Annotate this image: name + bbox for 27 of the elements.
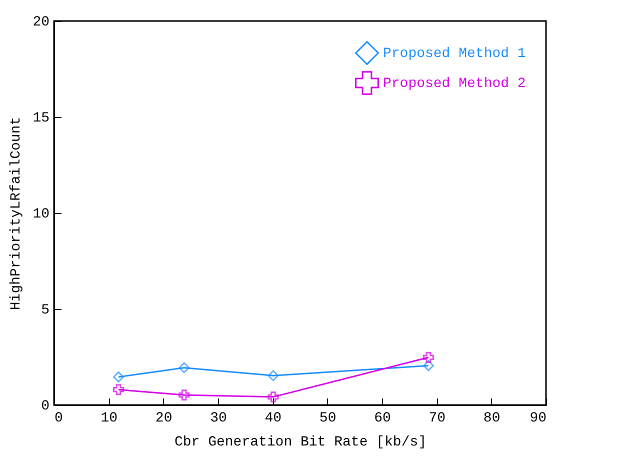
- x-axis-title: Cbr Generation Bit Rate [kb/s]: [174, 434, 427, 450]
- y-tick-label: 5: [41, 302, 50, 318]
- x-tick-label: 0: [54, 410, 63, 426]
- legend-label: Proposed Method 2: [383, 76, 526, 92]
- point: [268, 391, 279, 402]
- x-tick-label: 90: [530, 410, 546, 426]
- y-tick-label: 0: [41, 398, 50, 414]
- point: [422, 360, 434, 372]
- y-tick-label: 20: [32, 14, 50, 30]
- point: [178, 362, 190, 374]
- x-tick-label: 40: [264, 410, 282, 426]
- point: [178, 390, 190, 401]
- point: [113, 384, 124, 396]
- x-tick-label: 80: [483, 410, 500, 426]
- y-tick-label: 10: [32, 206, 50, 222]
- x-tick-label: 60: [374, 410, 391, 426]
- x-tick-label: 10: [100, 410, 118, 426]
- y-axis-title: HighPriorityLRfailCount: [8, 116, 25, 310]
- point: [113, 371, 124, 382]
- x-tick-label: 70: [428, 410, 446, 426]
- point: [268, 370, 279, 382]
- x-tick-label: 30: [210, 410, 227, 426]
- legend-label: Proposed Method 1: [383, 46, 526, 62]
- x-tick-label: 50: [319, 410, 336, 426]
- y-tick-label: 15: [32, 110, 50, 126]
- x-tick-label: 20: [155, 410, 172, 426]
- point: [422, 352, 434, 363]
